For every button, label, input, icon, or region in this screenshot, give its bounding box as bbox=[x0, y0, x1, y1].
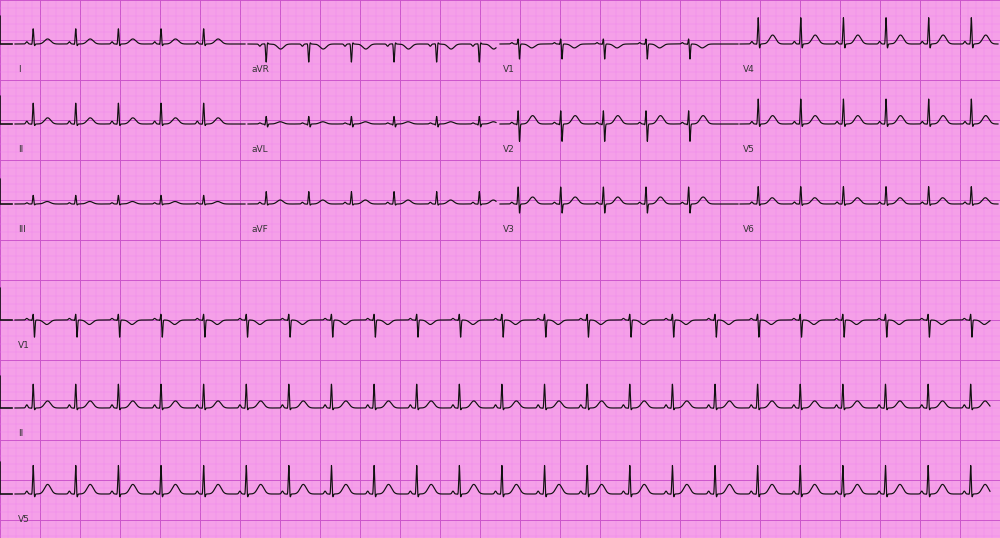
Text: III: III bbox=[18, 225, 26, 234]
Text: aVF: aVF bbox=[251, 225, 268, 234]
Text: II: II bbox=[18, 429, 23, 438]
Text: aVL: aVL bbox=[251, 145, 268, 154]
Text: V2: V2 bbox=[503, 145, 515, 154]
Text: V3: V3 bbox=[503, 225, 515, 234]
Text: V5: V5 bbox=[743, 145, 755, 154]
Text: I: I bbox=[18, 65, 21, 74]
Text: II: II bbox=[18, 145, 23, 154]
Text: V6: V6 bbox=[743, 225, 755, 234]
Text: aVR: aVR bbox=[251, 65, 269, 74]
Text: V1: V1 bbox=[503, 65, 515, 74]
Text: V4: V4 bbox=[743, 65, 755, 74]
Text: V5: V5 bbox=[18, 515, 30, 524]
Text: V1: V1 bbox=[18, 341, 30, 350]
